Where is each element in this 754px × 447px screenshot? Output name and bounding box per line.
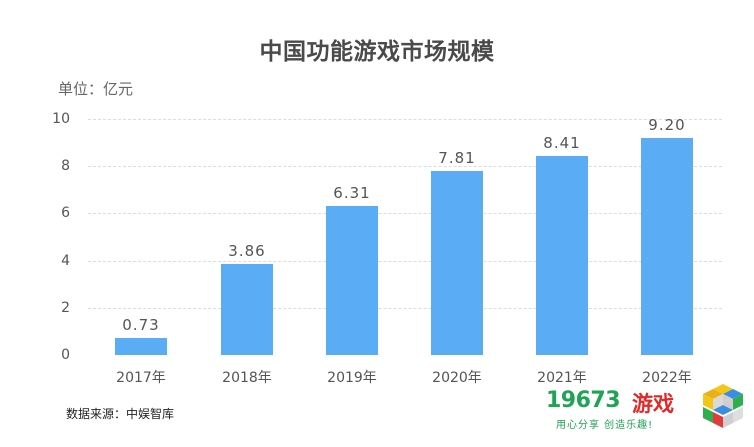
gridline xyxy=(88,119,722,120)
chart-title: 中国功能游戏市场规模 xyxy=(259,39,495,65)
bar-2019 xyxy=(326,206,378,355)
x-tick: 2018年 xyxy=(222,370,272,386)
y-tick: 10 xyxy=(52,111,70,127)
y-tick: 4 xyxy=(61,253,70,269)
y-tick: 0 xyxy=(61,347,70,363)
logo-name: 游戏 xyxy=(632,392,674,416)
value-label: 9.20 xyxy=(648,116,686,134)
gridline xyxy=(88,166,722,167)
watermark-logo: 19673 游戏 用心分享 创造乐趣! xyxy=(540,382,750,440)
y-tick: 8 xyxy=(61,158,70,174)
value-label: 7.81 xyxy=(438,149,476,167)
bar-2017 xyxy=(115,338,167,355)
value-label: 3.86 xyxy=(228,242,266,260)
x-tick: 2021年 xyxy=(537,370,587,386)
bar-2020 xyxy=(431,171,483,355)
gridline xyxy=(88,213,722,214)
y-tick: 2 xyxy=(61,300,70,316)
bar-2021 xyxy=(536,156,588,355)
x-tick: 2019年 xyxy=(327,370,377,386)
bar-2018 xyxy=(221,264,273,355)
bar-2022 xyxy=(641,138,693,355)
y-tick: 6 xyxy=(61,205,70,221)
gridline xyxy=(88,308,722,309)
logo-number: 19673 xyxy=(546,388,621,413)
x-tick: 2020年 xyxy=(432,370,482,386)
value-label: 8.41 xyxy=(543,134,581,152)
value-label: 0.73 xyxy=(122,316,160,334)
cube-logo-icon xyxy=(703,384,743,428)
x-tick: 2017年 xyxy=(116,370,166,386)
x-tick: 2022年 xyxy=(642,370,692,386)
value-label: 6.31 xyxy=(333,184,371,202)
data-source: 数据来源：中娱智库 xyxy=(66,407,175,421)
logo-slogan: 用心分享 创造乐趣! xyxy=(556,420,654,431)
gridline xyxy=(88,261,722,262)
unit-label: 单位：亿元 xyxy=(58,80,134,98)
